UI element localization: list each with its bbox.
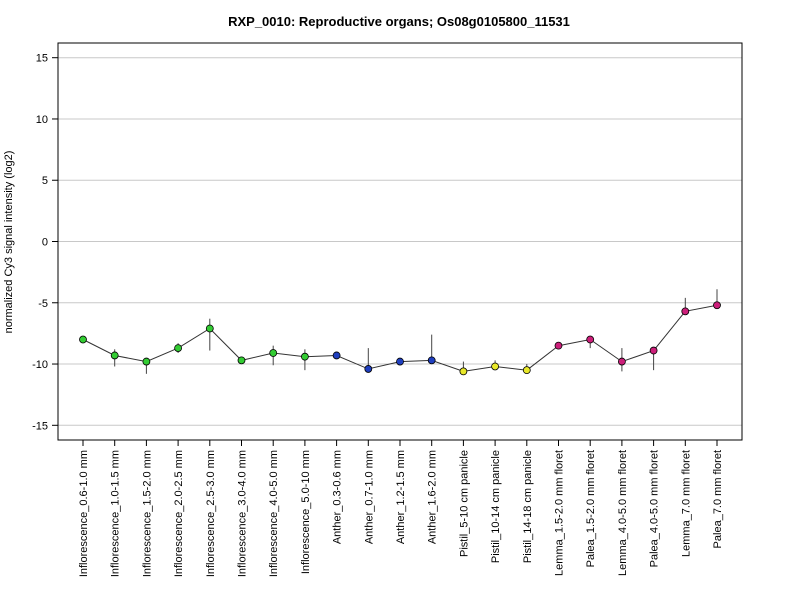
- x-tick-label: Inflorescence_2.5-3.0 mm: [205, 450, 217, 577]
- data-point: [491, 362, 500, 371]
- x-tick-label: Lemma_4.0-5.0 mm floret: [617, 450, 629, 576]
- x-tick-label: Inflorescence_2.0-2.5 mm: [173, 450, 185, 577]
- data-point: [396, 357, 404, 366]
- x-tick-label: Anther_0.7-1.0 mm: [363, 450, 375, 544]
- gridlines: [58, 57, 742, 426]
- x-tick-label: Inflorescence_1.5-2.0 mm: [141, 450, 153, 577]
- x-tick-label: Lemma_7.0 mm floret: [680, 450, 692, 557]
- data-point: [649, 346, 658, 355]
- data-point: [681, 307, 690, 316]
- data-point: [237, 356, 246, 365]
- x-tick-label: Palea_4.0-5.0 mm floret: [649, 450, 661, 567]
- y-axis-ticks: -15 -10 -5 0 5 10 15: [32, 53, 58, 432]
- y-tick-label: 10: [36, 114, 48, 126]
- y-tick-label: -10: [32, 359, 48, 371]
- data-point: [427, 356, 436, 365]
- data-point: [586, 335, 595, 344]
- x-tick-label: Inflorescence_0.6-1.0 mm: [78, 450, 90, 577]
- x-tick-label: Pistil_5-10 cm panicle: [458, 450, 470, 557]
- data-point: [142, 357, 151, 366]
- x-tick-label: Anther_0.3-0.6 mm: [332, 450, 344, 544]
- y-tick-label: -5: [38, 298, 48, 310]
- data-point: [618, 357, 626, 366]
- y-tick-label: 0: [42, 237, 48, 249]
- x-tick-label: Inflorescence_1.0-1.5 mm: [110, 450, 122, 577]
- x-tick-label: Inflorescence_3.0-4.0 mm: [237, 450, 249, 577]
- data-point: [459, 367, 468, 376]
- data-point: [79, 335, 87, 344]
- chart-title: RXP_0010: Reproductive organs; Os08g0105…: [228, 14, 570, 29]
- y-tick-label: 5: [42, 175, 48, 187]
- data-point: [332, 351, 341, 360]
- data-point: [205, 324, 214, 333]
- data-point: [554, 341, 563, 350]
- data-point: [713, 301, 721, 310]
- x-tick-label: Lemma_1.5-2.0 mm floret: [554, 450, 566, 576]
- x-tick-label: Pistil_10-14 cm panicle: [490, 450, 502, 563]
- x-tick-label: Anther_1.6-2.0 mm: [427, 450, 439, 544]
- data-point: [364, 365, 373, 373]
- x-tick-label: Palea_1.5-2.0 mm floret: [585, 450, 597, 567]
- y-tick-label: -15: [32, 420, 48, 432]
- data-point: [522, 366, 531, 375]
- x-tick-label: Pistil_14-18 cm panicle: [522, 450, 534, 563]
- data-point: [110, 351, 119, 360]
- x-axis-ticks: Inflorescence_0.6-1.0 mm Inflorescence_1.…: [78, 440, 724, 577]
- y-tick-label: 15: [36, 53, 48, 65]
- data-point: [174, 344, 183, 353]
- data-points: [79, 301, 721, 376]
- x-tick-label: Inflorescence_4.0-5.0 mm: [268, 450, 280, 577]
- x-tick-label: Anther_1.2-1.5 mm: [395, 450, 407, 544]
- data-point: [269, 349, 278, 357]
- x-tick-label: Inflorescence_5.0-10 mm: [300, 450, 312, 574]
- x-tick-label: Palea_7.0 mm floret: [712, 450, 724, 548]
- y-axis-label: normalized Cy3 signal intensity (log2): [3, 151, 15, 334]
- plot-frame: [57, 42, 743, 441]
- data-point: [300, 352, 309, 361]
